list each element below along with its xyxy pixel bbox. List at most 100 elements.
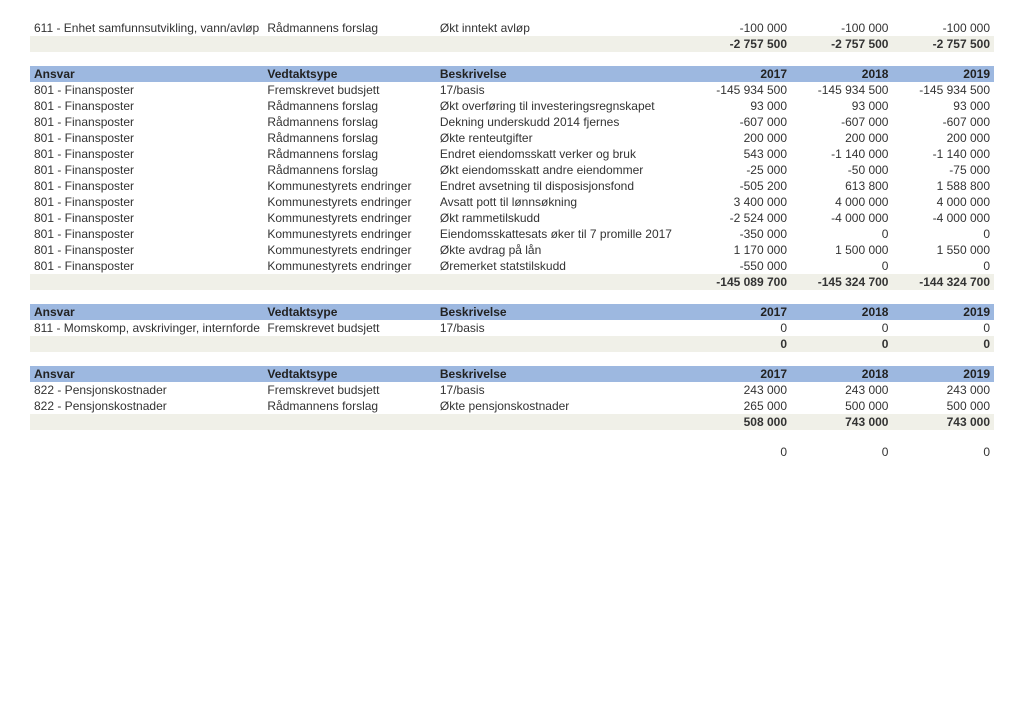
- cell-ansvar: 801 - Finansposter: [30, 98, 263, 114]
- col-header-vedtak: Vedtaktsype: [263, 66, 436, 82]
- total-2018: -145 324 700: [791, 274, 892, 290]
- cell-ansvar: 801 - Finansposter: [30, 258, 263, 274]
- cell-2018: 613 800: [791, 178, 892, 194]
- grand-total: 000: [30, 444, 994, 460]
- cell-ansvar: 801 - Finansposter: [30, 82, 263, 98]
- top-total: -2 757 500-2 757 500-2 757 500: [30, 36, 994, 52]
- cell-2018: -1 140 000: [791, 146, 892, 162]
- cell-ansvar: 611 - Enhet samfunnsutvikling, vann/avlø…: [30, 20, 263, 36]
- cell-beskrivelse: Dekning underskudd 2014 fjernes: [436, 114, 690, 130]
- cell-2018: 500 000: [791, 398, 892, 414]
- cell-empty: [263, 36, 436, 52]
- cell-vedtak: Kommunestyrets endringer: [263, 258, 436, 274]
- total-2018: 0: [791, 336, 892, 352]
- cell-ansvar: 811 - Momskomp, avskrivinger, internford…: [30, 320, 263, 336]
- cell-2018: 4 000 000: [791, 194, 892, 210]
- col-header-beskrivelse: Beskrivelse: [436, 66, 690, 82]
- cell-beskrivelse: Økt inntekt avløp: [436, 20, 690, 36]
- cell-2017: -2 524 000: [690, 210, 791, 226]
- data-row: 801 - FinansposterRådmannens forslagØkt …: [30, 98, 994, 114]
- cell-2017: -607 000: [690, 114, 791, 130]
- cell-2017: 265 000: [690, 398, 791, 414]
- cell-vedtak: Kommunestyrets endringer: [263, 226, 436, 242]
- col-header-beskrivelse: Beskrivelse: [436, 366, 690, 382]
- data-row: 822 - PensjonskostnaderFremskrevet budsj…: [30, 382, 994, 398]
- cell-ansvar: 801 - Finansposter: [30, 146, 263, 162]
- cell-2019: 0: [892, 320, 994, 336]
- cell-empty: [30, 444, 263, 460]
- col-header-ansvar: Ansvar: [30, 366, 263, 382]
- section-header: AnsvarVedtaktsypeBeskrivelse201720182019: [30, 366, 994, 382]
- cell-beskrivelse: Økt eiendomsskatt andre eiendommer: [436, 162, 690, 178]
- cell-beskrivelse: Eiendomsskattesats øker til 7 promille 2…: [436, 226, 690, 242]
- cell-ansvar: 822 - Pensjonskostnader: [30, 398, 263, 414]
- cell-vedtak: Rådmannens forslag: [263, 20, 436, 36]
- total-2017: 0: [690, 336, 791, 352]
- total-2019: -2 757 500: [892, 36, 994, 52]
- cell-ansvar: 801 - Finansposter: [30, 130, 263, 146]
- cell-beskrivelse: Endret avsetning til disposisjonsfond: [436, 178, 690, 194]
- cell-vedtak: Kommunestyrets endringer: [263, 210, 436, 226]
- data-row: 801 - FinansposterKommunestyrets endring…: [30, 242, 994, 258]
- cell-2017: -505 200: [690, 178, 791, 194]
- cell-2018: -50 000: [791, 162, 892, 178]
- col-header-vedtak: Vedtaktsype: [263, 304, 436, 320]
- cell-2019: 1 550 000: [892, 242, 994, 258]
- cell-beskrivelse: Økte renteutgifter: [436, 130, 690, 146]
- data-row: 801 - FinansposterKommunestyrets endring…: [30, 258, 994, 274]
- cell-2019: 4 000 000: [892, 194, 994, 210]
- cell-2017: -550 000: [690, 258, 791, 274]
- cell-empty: [30, 414, 263, 430]
- cell-2019: 500 000: [892, 398, 994, 414]
- cell-2019: -100 000: [892, 20, 994, 36]
- cell-empty: [436, 336, 690, 352]
- budget-table: 611 - Enhet samfunnsutvikling, vann/avlø…: [30, 20, 994, 460]
- cell-empty: [436, 274, 690, 290]
- cell-beskrivelse: Økt rammetilskudd: [436, 210, 690, 226]
- cell-vedtak: Fremskrevet budsjett: [263, 382, 436, 398]
- cell-empty: [436, 36, 690, 52]
- section-header: AnsvarVedtaktsypeBeskrivelse201720182019: [30, 304, 994, 320]
- cell-2018: 200 000: [791, 130, 892, 146]
- col-header-2019: 2019: [892, 66, 994, 82]
- col-header-beskrivelse: Beskrivelse: [436, 304, 690, 320]
- data-row: 801 - FinansposterKommunestyrets endring…: [30, 194, 994, 210]
- cell-vedtak: Fremskrevet budsjett: [263, 82, 436, 98]
- data-row: 801 - FinansposterRådmannens forslagØkte…: [30, 130, 994, 146]
- data-row: 801 - FinansposterRådmannens forslagØkt …: [30, 162, 994, 178]
- cell-ansvar: 801 - Finansposter: [30, 178, 263, 194]
- cell-beskrivelse: 17/basis: [436, 382, 690, 398]
- cell-ansvar: 801 - Finansposter: [30, 194, 263, 210]
- cell-empty: [30, 336, 263, 352]
- col-header-ansvar: Ansvar: [30, 66, 263, 82]
- cell-vedtak: Kommunestyrets endringer: [263, 178, 436, 194]
- total-2019: 0: [892, 336, 994, 352]
- col-header-ansvar: Ansvar: [30, 304, 263, 320]
- cell-2017: 243 000: [690, 382, 791, 398]
- cell-2017: -145 934 500: [690, 82, 791, 98]
- col-header-2019: 2019: [892, 366, 994, 382]
- cell-beskrivelse: Økt overføring til investeringsregnskape…: [436, 98, 690, 114]
- cell-2017: 543 000: [690, 146, 791, 162]
- cell-vedtak: Rådmannens forslag: [263, 162, 436, 178]
- cell-2017: -25 000: [690, 162, 791, 178]
- cell-ansvar: 801 - Finansposter: [30, 226, 263, 242]
- cell-empty: [263, 336, 436, 352]
- total-2017: -145 089 700: [690, 274, 791, 290]
- cell-2018: 93 000: [791, 98, 892, 114]
- col-header-2019: 2019: [892, 304, 994, 320]
- grand-2018: 0: [791, 444, 892, 460]
- cell-ansvar: 801 - Finansposter: [30, 210, 263, 226]
- cell-2017: 200 000: [690, 130, 791, 146]
- cell-vedtak: Rådmannens forslag: [263, 146, 436, 162]
- cell-2019: 1 588 800: [892, 178, 994, 194]
- cell-2017: -350 000: [690, 226, 791, 242]
- cell-vedtak: Fremskrevet budsjett: [263, 320, 436, 336]
- cell-2019: 243 000: [892, 382, 994, 398]
- col-header-2018: 2018: [791, 304, 892, 320]
- sec3-total: 508 000743 000743 000: [30, 414, 994, 430]
- cell-2018: 0: [791, 226, 892, 242]
- cell-beskrivelse: Økte pensjonskostnader: [436, 398, 690, 414]
- grand-2017: 0: [690, 444, 791, 460]
- data-row: 801 - FinansposterRådmannens forslagDekn…: [30, 114, 994, 130]
